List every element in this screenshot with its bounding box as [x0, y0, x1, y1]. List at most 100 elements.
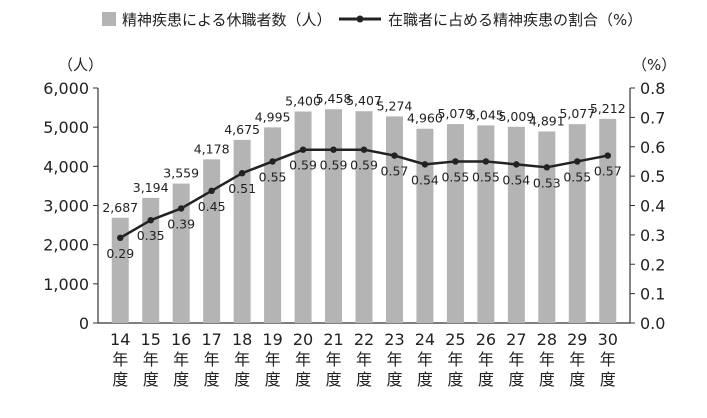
- category-label: 30 年度: [598, 330, 618, 389]
- bar: [264, 127, 282, 323]
- left-axis-unit: （人）: [58, 56, 103, 74]
- line-value-label: 0.55: [472, 169, 500, 184]
- line-point: [513, 161, 520, 168]
- category-label: 14 年度: [110, 330, 130, 389]
- bar-value-label: 5,274: [377, 98, 413, 113]
- bar: [599, 118, 617, 323]
- line-value-label: 0.54: [502, 172, 530, 187]
- bar-value-label: 5,400: [285, 94, 321, 109]
- line-value-label: 0.55: [259, 169, 287, 184]
- line-point: [147, 216, 154, 224]
- right-tick-label: 0.8: [640, 79, 665, 98]
- line-value-label: 0.54: [411, 172, 439, 187]
- line-point: [299, 146, 307, 153]
- right-tick-label: 0.7: [640, 108, 665, 127]
- line-point: [574, 158, 581, 165]
- right-tick-label: 0.1: [640, 285, 665, 304]
- legend-bar-label: 精神疾患による休職者数（人）: [122, 11, 332, 29]
- right-tick-label: 0.2: [640, 255, 665, 274]
- right-tick-label: 0.6: [640, 138, 665, 157]
- line-point: [238, 169, 246, 177]
- bar-value-label: 5,212: [590, 101, 626, 116]
- line-point: [452, 158, 459, 165]
- category-label: 18 年度: [232, 330, 252, 389]
- bar: [294, 111, 312, 323]
- bar-value-label: 4,995: [255, 109, 291, 124]
- bar: [325, 109, 343, 323]
- bar: [507, 126, 525, 323]
- bar: [568, 124, 586, 323]
- right-tick-label: 0.0: [640, 314, 665, 333]
- line-value-label: 0.29: [106, 246, 134, 261]
- bar: [355, 111, 373, 323]
- left-tick-label: 1,000: [43, 275, 89, 294]
- bar: [538, 131, 556, 323]
- line-value-label: 0.57: [594, 164, 622, 179]
- line-value-label: 0.51: [228, 181, 256, 196]
- line-point: [391, 152, 398, 159]
- category-label: 29 年度: [567, 330, 587, 389]
- line-value-label: 0.39: [167, 216, 195, 231]
- legend-bar-swatch: [102, 12, 116, 26]
- line-point: [330, 146, 337, 153]
- category-label: 16 年度: [171, 330, 191, 389]
- category-label: 22 年度: [354, 330, 374, 389]
- line-value-label: 0.45: [198, 199, 226, 214]
- line-value-label: 0.59: [289, 158, 317, 173]
- bar-value-label: 4,891: [529, 113, 565, 128]
- line-point: [482, 158, 490, 165]
- line-point: [269, 158, 276, 165]
- category-label: 17 年度: [201, 330, 221, 389]
- line-point: [117, 234, 124, 242]
- bar-value-label: 4,178: [194, 141, 230, 156]
- category-label: 23 年度: [384, 330, 404, 389]
- right-tick-label: 0.4: [640, 197, 665, 216]
- axes: 0 1,000 2,000 3,000 4,000 5,000 6,000 0.0 0.1 0.2…: [43, 79, 665, 333]
- category-label: 20 年度: [293, 330, 313, 389]
- left-tick-label: 5,000: [43, 118, 89, 137]
- category-label: 28 年度: [537, 330, 557, 389]
- bar: [416, 128, 434, 323]
- line-value-label: 0.55: [563, 169, 591, 184]
- category-label: 24 年度: [415, 330, 435, 389]
- left-tick-label: 6,000: [43, 79, 89, 98]
- line-point: [543, 164, 551, 171]
- left-tick-label: 2,000: [43, 236, 89, 255]
- bar-value-label: 2,687: [102, 200, 138, 215]
- line-point: [604, 152, 611, 159]
- line-value-label: 0.59: [320, 158, 348, 173]
- bar-value-label: 3,194: [133, 180, 169, 195]
- category-labels: 14 年度 15 年度 16 年度 17 年度 18 年度 19 年度 20 年度 21 年度 22 年度 23 年度…: [110, 330, 618, 389]
- bar: [203, 159, 221, 323]
- line-value-label: 0.53: [533, 175, 561, 190]
- bar-value-label: 5,045: [468, 107, 504, 122]
- legend-line-marker: [356, 15, 364, 23]
- line-value-label: 0.35: [137, 228, 165, 243]
- right-tick-label: 0.5: [640, 167, 665, 186]
- bar: [172, 183, 190, 323]
- bar-value-label: 4,675: [224, 122, 260, 137]
- bar-value-label: 5,009: [498, 109, 534, 124]
- bar: [446, 124, 464, 323]
- right-tick-label: 0.3: [640, 226, 665, 245]
- bar-value-label: 5,407: [346, 93, 382, 108]
- line-value-label: 0.55: [441, 169, 469, 184]
- right-axis-unit: （%）: [632, 56, 676, 74]
- bar-value-label: 4,960: [407, 111, 443, 126]
- left-tick-label: 4,000: [43, 157, 89, 176]
- bar: [142, 197, 160, 323]
- line-point: [360, 146, 368, 153]
- bar-value-label: 3,559: [163, 166, 199, 181]
- category-label: 27 年度: [506, 330, 526, 389]
- category-label: 19 年度: [262, 330, 282, 389]
- line-value-label: 0.57: [381, 164, 409, 179]
- ratio-line: [117, 146, 611, 242]
- left-tick-label: 3,000: [43, 197, 89, 216]
- bar-value-label: 5,458: [316, 91, 352, 106]
- bar-value-label: 5,079: [438, 106, 474, 121]
- line-point: [177, 205, 185, 212]
- bar: [111, 217, 129, 323]
